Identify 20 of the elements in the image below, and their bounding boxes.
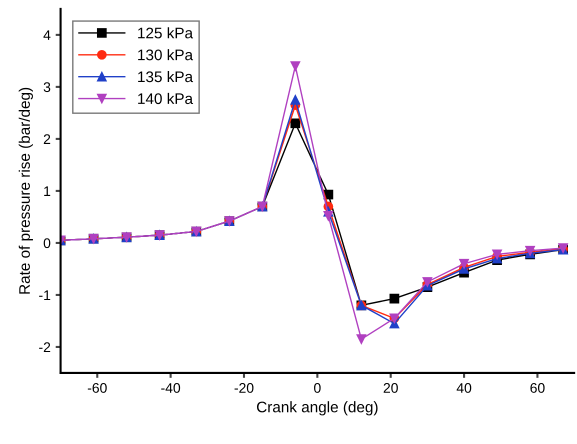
y-tick-label: 1: [44, 186, 50, 196]
y-tick-label: -2: [39, 342, 50, 352]
legend-label: 140 kPa: [138, 92, 194, 104]
y-tick-label: 0: [44, 238, 50, 248]
x-axis-title: Crank angle (deg): [256, 401, 378, 416]
x-tick-label: 60: [530, 383, 545, 393]
x-tick-label: 0: [314, 383, 321, 393]
y-tick-label: 3: [44, 82, 50, 92]
x-tick-label: 20: [384, 383, 398, 393]
y-tick-label: 4: [43, 30, 50, 40]
x-tick-label: -40: [161, 383, 180, 393]
y-tick-label: 2: [44, 134, 50, 144]
x-tick-label: -60: [88, 383, 107, 393]
legend-label: 125 kPa: [138, 27, 194, 38]
legend-label: 135 kPa: [138, 70, 194, 82]
legend-label: 130 kPa: [138, 49, 194, 60]
y-axis-title: Rate of pressure rise (bar/deg): [18, 88, 33, 294]
y-tick-label: -1: [39, 290, 50, 300]
x-tick-label: -20: [234, 383, 254, 393]
x-tick-label: 40: [456, 383, 472, 393]
